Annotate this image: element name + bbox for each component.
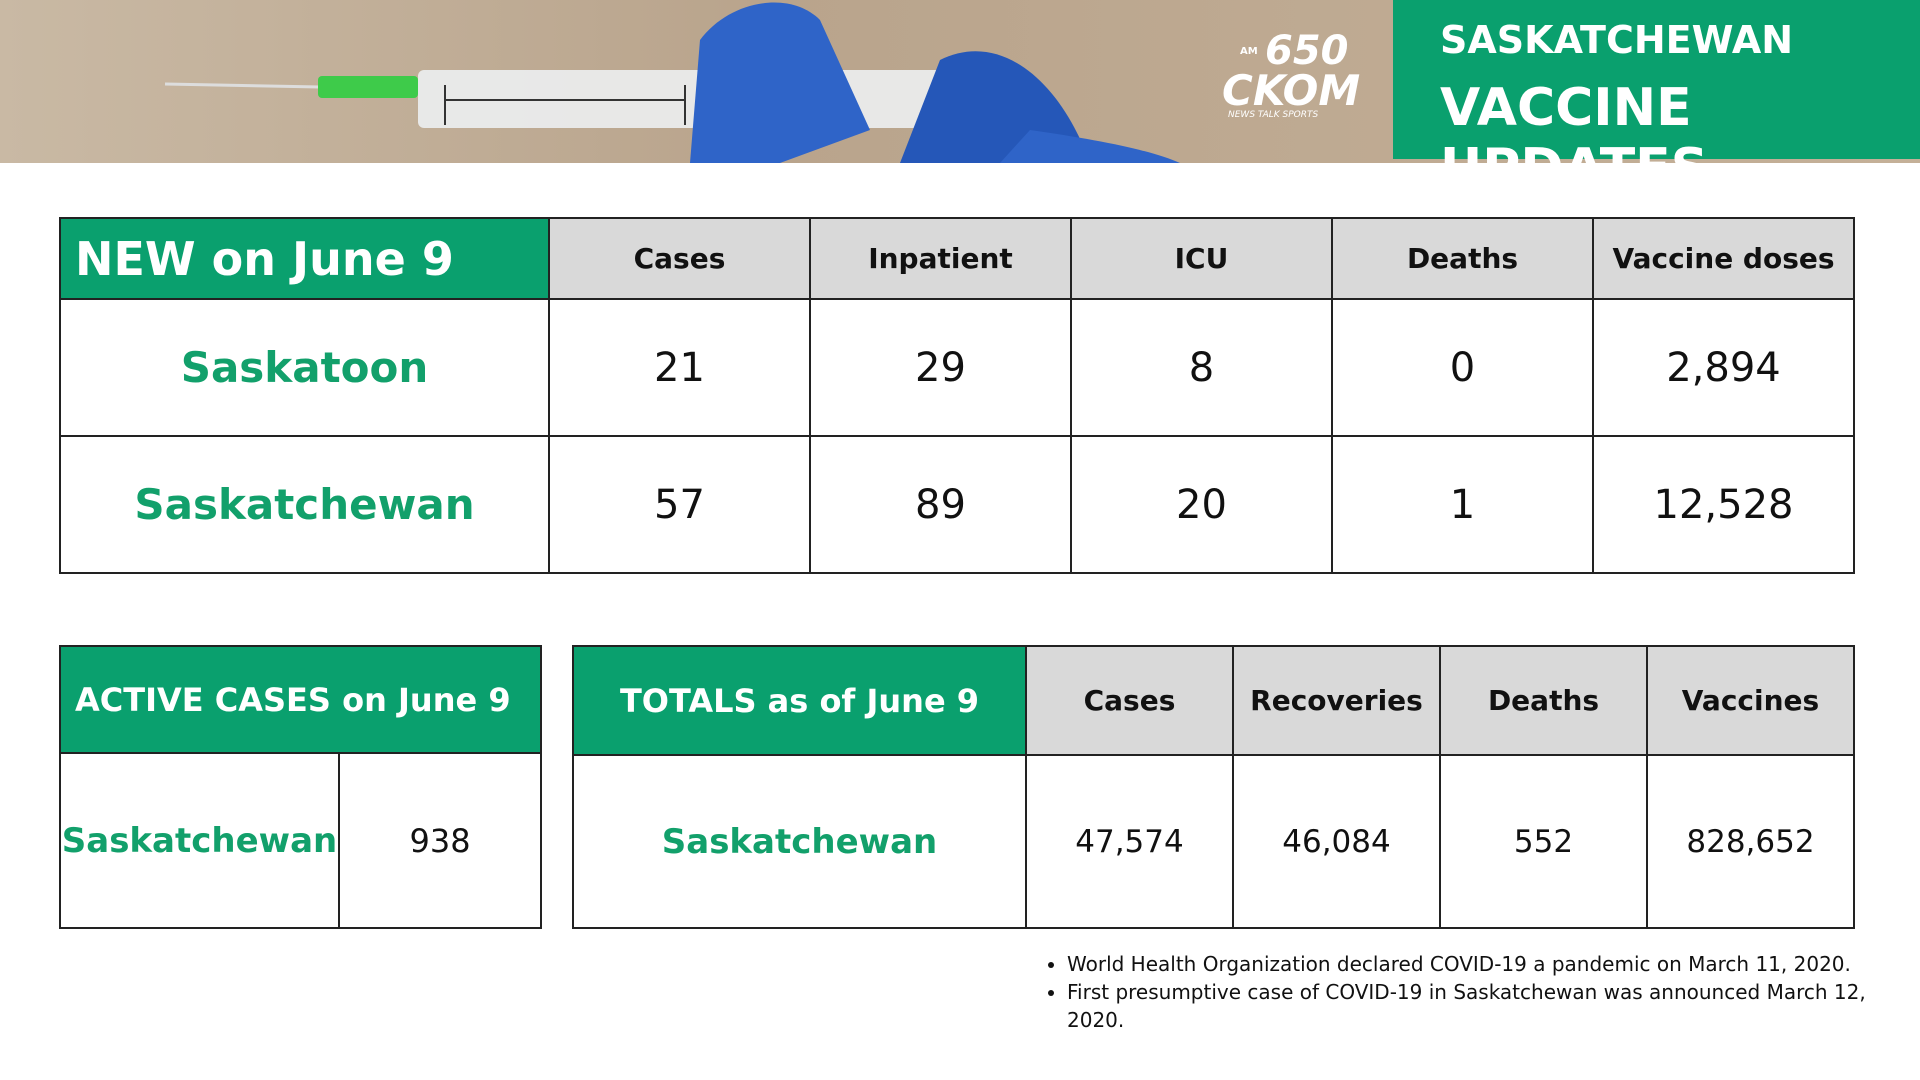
cell-value: 12,528 <box>1592 435 1855 574</box>
cell-value: 57 <box>548 435 811 574</box>
column-header: Vaccines <box>1646 645 1855 756</box>
header-banner: AM 650 CKOM NEWS TALK SPORTS SASKATCHEWA… <box>0 0 1920 163</box>
data-row: Saskatchewan 938 <box>59 752 543 929</box>
cell-value: 8 <box>1070 298 1333 437</box>
cell-value: 552 <box>1439 754 1648 929</box>
row-label: Saskatchewan <box>59 435 550 574</box>
new-table: NEW on June 9 Cases Inpatient ICU Deaths Vacc… <box>59 217 1855 574</box>
row-label: Saskatchewan <box>59 752 340 929</box>
table-title: TOTALS as of June 9 <box>572 645 1027 756</box>
header-row: ACTIVE CASES on June 9 <box>58 645 543 754</box>
cell-value: 0 <box>1331 298 1594 437</box>
cell-value: 21 <box>548 298 811 437</box>
column-header: Vaccine doses <box>1592 217 1855 300</box>
cell-value: 46,084 <box>1232 754 1441 929</box>
data-row: Saskatchewan 47,574 46,084 552 828,652 <box>572 754 1855 929</box>
logo-number: 650 <box>1265 28 1349 74</box>
column-header: ICU <box>1070 217 1333 300</box>
totals-table: TOTALS as of June 9 Cases Recoveries Deaths… <box>572 645 1855 929</box>
logo-am: AM <box>1240 46 1258 57</box>
syringe-image <box>164 2 1180 163</box>
cell-value: 47,574 <box>1025 754 1234 929</box>
title-block: SASKATCHEWAN VACCINE UPDATES <box>1393 0 1920 163</box>
cell-value: 29 <box>809 298 1072 437</box>
active-table: ACTIVE CASES on June 9 Saskatchewan 938 <box>58 645 543 929</box>
table-title: NEW on June 9 <box>59 217 550 300</box>
cell-value: 2,894 <box>1592 298 1855 437</box>
cell-value: 89 <box>809 435 1072 574</box>
column-header: Recoveries <box>1232 645 1441 756</box>
cell-value: 1 <box>1331 435 1594 574</box>
column-header: Deaths <box>1331 217 1594 300</box>
data-row: Saskatoon 21 29 8 0 2,894 <box>59 298 1855 437</box>
notes: World Health Organization declared COVID… <box>1041 950 1867 1034</box>
note: First presumptive case of COVID-19 in Sa… <box>1067 978 1867 1034</box>
cell-value: 20 <box>1070 435 1333 574</box>
title-line1: SASKATCHEWAN <box>1440 18 1794 62</box>
title-line2: VACCINE UPDATES <box>1440 78 1708 163</box>
row-label: Saskatchewan <box>572 754 1027 929</box>
logo-tagline: NEWS TALK SPORTS <box>1228 110 1319 120</box>
column-header: Cases <box>1025 645 1234 756</box>
cell-value: 938 <box>337 752 543 929</box>
cell-value: 828,652 <box>1646 754 1855 929</box>
note: World Health Organization declared COVID… <box>1067 950 1867 978</box>
column-header: Cases <box>548 217 811 300</box>
column-header: Deaths <box>1439 645 1648 756</box>
header-row: TOTALS as of June 9 Cases Recoveries Deaths… <box>572 645 1855 756</box>
data-row: Saskatchewan 57 89 20 1 12,528 <box>59 435 1855 574</box>
row-label: Saskatoon <box>59 298 550 437</box>
logo-name: CKOM <box>1222 66 1361 115</box>
table-title: ACTIVE CASES on June 9 <box>58 645 543 754</box>
header-row: NEW on June 9 Cases Inpatient ICU Deaths Vacc… <box>59 217 1855 300</box>
column-header: Inpatient <box>809 217 1072 300</box>
